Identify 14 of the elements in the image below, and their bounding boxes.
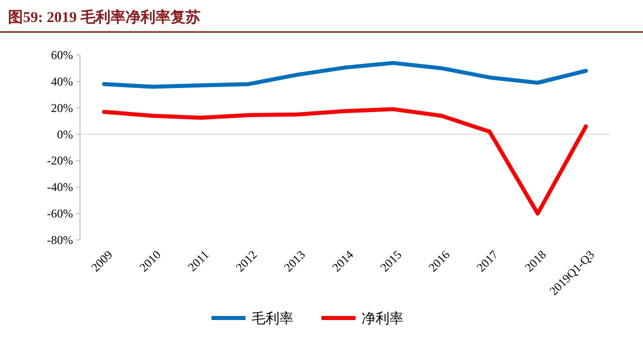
y-tick-label: -80%	[47, 233, 73, 247]
y-tick-label: -40%	[47, 180, 73, 194]
legend-label: 毛利率	[252, 311, 294, 327]
y-tick-label: 0%	[57, 127, 73, 142]
y-tick-label: 20%	[51, 100, 73, 115]
line-series	[102, 107, 588, 216]
line-series	[102, 60, 588, 89]
y-tick-label: 40%	[51, 74, 73, 88]
chart-title: 图59: 2019 毛利率净利率复苏	[8, 8, 200, 26]
x-tick-label: 2011	[185, 248, 212, 274]
y-tick-label: -60%	[47, 206, 73, 221]
legend-label: 净利率	[362, 311, 404, 327]
y-tick-label: 60%	[51, 48, 73, 62]
y-tick-label: -20%	[47, 154, 73, 168]
